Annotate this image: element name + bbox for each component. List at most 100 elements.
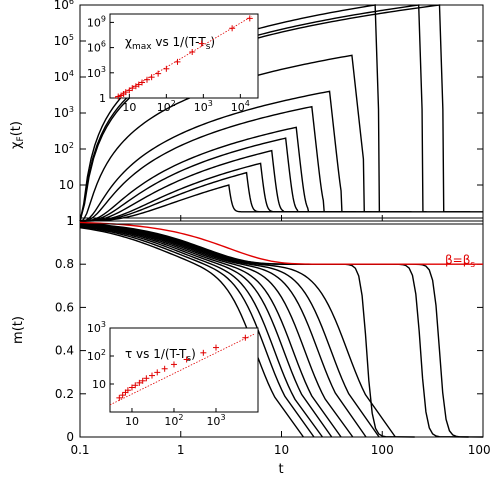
top-series-line-5: [79, 126, 356, 222]
chi-inset-point-17: [246, 15, 253, 22]
top-ytick-label-4-exp: 4: [69, 69, 74, 78]
tau-inset-point-12: [170, 361, 177, 368]
chi-inset-xtick-label-3-base: 10: [231, 101, 245, 114]
chi-inset-point-11: [155, 70, 162, 77]
top-ytick-label-0-base: 1: [66, 214, 74, 228]
bottom-xtick-label-3: 100: [371, 443, 394, 457]
red-label-sub: s: [470, 260, 475, 270]
tau-inset-point-11: [161, 365, 168, 372]
tau-inset-point-3: [124, 387, 131, 394]
tau-inset-xtick-label-0-base: 10: [125, 415, 139, 428]
top-ytick-label-2-exp: 2: [69, 141, 74, 150]
bottom-xticks: 0.1 1 10 100 1000: [70, 431, 491, 457]
tau-inset-point-16: [242, 334, 249, 341]
tau-inset-ytick-label-2: 103: [87, 320, 106, 335]
bottom-ytick-label-3: 0.6: [55, 300, 74, 314]
chi-inset-point-15: [198, 40, 205, 47]
tau-inset-point-4: [128, 384, 135, 391]
chi-inset-ytick-label-1-base: 10: [87, 67, 101, 80]
chi-inset-fit-line: [114, 16, 252, 99]
tau-inset-title-end: ): [191, 347, 196, 361]
bottom-series-line-2: [79, 225, 324, 438]
tau-inset-ytick-label-1: 102: [87, 348, 106, 363]
top-series-line-2: [79, 162, 321, 222]
chi-inset-xtick-label-2-exp: 3: [208, 99, 213, 108]
tau-inset-point-7: [139, 377, 146, 384]
red-label-main: β=β: [445, 253, 470, 267]
tau-inset-point-1: [119, 392, 126, 399]
bottom-ytick-label-2: 0.4: [55, 344, 74, 358]
tau-inset-xtick-label-2-base: 10: [206, 415, 220, 428]
top-ylabel-sub: F: [16, 136, 26, 141]
chi-inset-title-tail: vs 1/(T-T: [152, 35, 207, 49]
chi-inset-point-12: [163, 65, 170, 72]
bottom-ytick-label-1: 0.2: [55, 387, 74, 401]
top-ytick-label-3-base: 10: [54, 106, 69, 120]
tau-inset-ytick-label-1-base: 10: [87, 350, 101, 363]
bottom-xtick-label-0: 0.1: [70, 443, 89, 457]
tau-inset-marks: [109, 333, 255, 406]
top-ytick-label-3-exp: 3: [69, 105, 74, 114]
top-ytick-label-1-base: 10: [59, 178, 74, 192]
tau-inset-point-14: [200, 349, 207, 356]
top-series-line-7: [79, 90, 390, 222]
tau-inset-ytick-label-2-exp: 3: [101, 320, 106, 329]
top-ytick-label-5-exp: 5: [69, 33, 74, 42]
chi-inset-xtick-label-0-base: 10: [122, 101, 136, 114]
tau-inset-ytick-label-2-base: 10: [87, 322, 101, 335]
tau-inset-point-8: [143, 375, 150, 382]
tau-inset-ytick-label-1-exp: 2: [101, 348, 106, 357]
top-ytick-label-5: 105: [54, 33, 74, 48]
top-ytick-label-4: 104: [54, 69, 74, 84]
top-ytick-label-3: 103: [54, 105, 74, 120]
bottom-xtick-label-1: 1: [177, 443, 185, 457]
tau-inset-xtick-label-2: 103: [206, 413, 225, 428]
tau-inset-point-6: [136, 379, 143, 386]
chi-inset-title-end: ): [210, 35, 215, 49]
bottom-ytick-label-5: 1: [66, 214, 74, 228]
chi-inset-ytick-label-1: 103: [87, 65, 106, 80]
top-ytick-label-6-base: 10: [54, 0, 69, 12]
red-series-line: [79, 221, 483, 265]
top-ylabel-tail: (t): [9, 121, 24, 136]
tau-inset-xtick-label-1-exp: 2: [178, 413, 183, 422]
tau-inset-point-10: [154, 369, 161, 376]
top-ytick-label-6-exp: 6: [69, 0, 74, 6]
chi-inset-point-7: [135, 81, 142, 88]
top-series-line-6: [79, 105, 372, 222]
chi-inset-ytick-label-1-exp: 3: [101, 65, 106, 74]
chi-inset-ytick-label-2-exp: 6: [101, 40, 106, 49]
chi-inset-xtick-label-2-base: 10: [194, 101, 208, 114]
tau-inset-point-13: [183, 356, 190, 363]
chi-inset-title-sub: max: [132, 42, 152, 52]
bottom-ytick-label-0: 0: [66, 430, 74, 444]
tau-inset-point-0: [116, 394, 123, 401]
top-series-line-4: [79, 137, 346, 222]
bottom-xtick-label-4: 1000: [468, 443, 491, 457]
chi-inset-point-5: [129, 85, 136, 92]
chi-inset-xtick-label-0: 10: [122, 101, 136, 114]
chi-inset-point-16: [229, 25, 236, 32]
chi-inset-point-8: [139, 79, 146, 86]
tau-inset-xtick-label-1: 102: [164, 413, 183, 428]
tau-inset-xtick-label-2-exp: 3: [220, 413, 225, 422]
chi-inset-point-13: [174, 58, 181, 65]
tau-inset-point-5: [132, 382, 139, 389]
top-series-line-0: [79, 184, 289, 222]
chi-inset-xtick-label-2: 103: [194, 99, 213, 114]
chi-inset-marks: [114, 15, 253, 100]
tau-inset-title-main: τ vs 1/(T-T: [125, 347, 187, 361]
chi-inset-ytick-label-3-exp: 9: [101, 14, 106, 23]
bottom-ytick-label-4: 0.8: [55, 257, 74, 271]
red-series-label: β=βs: [445, 253, 475, 270]
chi-inset-xtick-label-3: 104: [231, 99, 250, 114]
chi-inset-point-14: [189, 48, 196, 55]
chi-inset-ytick-label-3-base: 10: [87, 16, 101, 29]
tau-inset-xtick-label-1-base: 10: [164, 415, 178, 428]
top-ytick-label-6: 106: [54, 0, 74, 12]
tau-inset-ytick-label-0: 10: [92, 378, 106, 391]
